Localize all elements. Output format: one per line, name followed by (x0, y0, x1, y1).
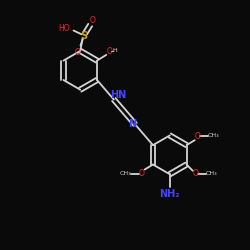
Text: N: N (128, 119, 136, 129)
Text: O: O (139, 169, 145, 178)
Text: HN: HN (110, 90, 126, 100)
Text: CH₃: CH₃ (120, 171, 132, 176)
Text: HO: HO (58, 24, 70, 32)
Text: S: S (80, 31, 87, 41)
Text: NH₂: NH₂ (160, 188, 180, 198)
Text: CH₃: CH₃ (206, 171, 217, 176)
Text: CH₃: CH₃ (208, 134, 220, 138)
Text: O: O (75, 48, 81, 57)
Text: O: O (195, 132, 201, 141)
Text: O: O (192, 169, 198, 178)
Text: O: O (90, 16, 95, 24)
Text: H: H (112, 48, 117, 53)
Text: O: O (107, 47, 113, 56)
